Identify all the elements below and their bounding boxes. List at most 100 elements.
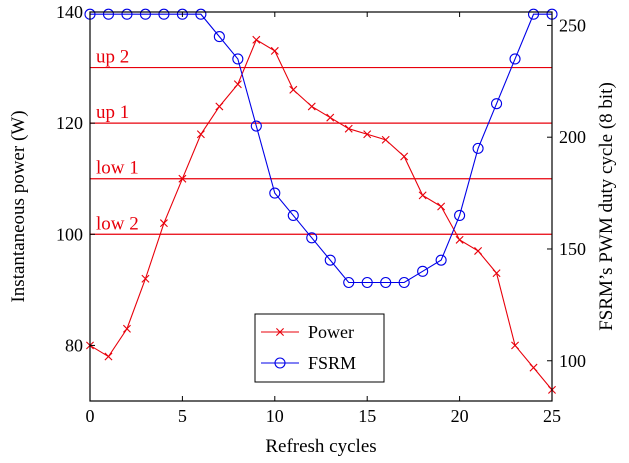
reference-label-low-1: low 1 [96,158,139,179]
x-axis-label: Refresh cycles [265,436,376,457]
data-point-power [196,130,205,139]
data-point-power [381,135,390,144]
marker-stroke [233,80,242,89]
data-point-fsrm [176,8,188,20]
x-tick-label: 15 [358,406,376,426]
data-point-power [307,102,316,111]
reference-label-up-2: up 2 [96,47,129,68]
data-point-power [344,124,353,133]
y-axis-left-label: Instantaneous power (W) [8,110,29,302]
legend-box [254,313,385,383]
data-point-power [418,191,427,200]
series-line-power [89,38,553,391]
data-point-power [252,35,261,44]
series-line-fsrm [90,13,552,284]
data-point-fsrm [435,254,447,266]
marker-stroke [511,341,520,350]
data-point-fsrm [527,8,540,20]
data-point-power [178,174,187,183]
marker-stroke [381,135,390,144]
y-left-tick-label: 100 [56,224,83,244]
data-point-power [363,130,372,139]
data-point-power [400,152,409,161]
marker-stroke [141,274,150,283]
data-point-power [326,113,335,122]
marker-stroke [104,352,113,361]
data-point-fsrm [417,265,429,277]
data-point-power [289,85,298,94]
reference-label-low-2: low 2 [96,213,139,234]
data-point-fsrm [398,276,410,289]
data-point-fsrm [454,209,466,221]
y-left-tick-label: 140 [56,2,83,22]
marker-stroke [252,35,261,44]
y-right-tick-label: 200 [559,127,586,147]
marker-stroke [307,102,316,111]
data-point-power [141,274,150,283]
data-point-fsrm [306,232,318,244]
x-tick-label: 0 [86,406,95,426]
legend-marker-power [276,328,284,336]
data-point-power [529,363,538,372]
data-point-power [215,102,224,111]
marker-stroke [196,130,205,139]
data-point-power [270,46,279,55]
reference-label-up-1: up 1 [96,102,129,123]
data-point-fsrm [195,8,207,20]
y-right-tick-label: 250 [559,15,586,35]
data-point-power [159,219,168,228]
x-tick-label: 10 [266,406,284,426]
data-point-fsrm [102,8,115,20]
marker-stroke [474,246,483,255]
data-point-fsrm [213,31,225,43]
data-point-fsrm [472,142,484,154]
marker-stroke [437,202,446,211]
data-point-power [492,269,501,278]
marker-stroke [215,102,224,111]
marker-stroke [455,235,464,244]
y-axis-right-label: FSRM’s PWM duty cycle (8 bit) [596,82,617,331]
reference-lines: up 2 up 1 low 1 low 2 [90,47,552,235]
data-point-power [511,341,520,350]
data-point-fsrm [361,276,373,289]
legend-label-power: Power [308,322,354,342]
x-tick-label: 20 [451,406,469,426]
legend: Power FSRM [254,313,385,383]
data-point-fsrm [287,209,299,221]
data-point-fsrm [121,8,133,20]
y-right-tick-label: 100 [559,351,586,371]
marker-stroke [400,152,409,161]
data-point-fsrm [509,53,521,65]
data-point-fsrm [491,98,503,110]
data-point-power [474,246,483,255]
marker-stroke [270,46,279,55]
data-point-power [437,202,446,211]
data-point-fsrm [324,254,336,266]
data-point-fsrm [139,8,151,20]
data-point-fsrm [380,276,392,289]
series-layer [84,8,558,394]
data-point-power [122,324,131,333]
data-point-power [455,235,464,244]
legend-marker-fsrm [274,357,286,369]
axis-ticks: 0 5 10 15 20 25 80 100 120 140 100 150 200 250 [56,2,586,426]
marker-stroke [529,363,538,372]
marker-stroke [276,328,284,336]
marker-stroke [178,174,187,183]
data-point-fsrm [158,8,170,20]
y-left-tick-label: 120 [56,113,83,133]
data-point-fsrm [269,187,281,199]
marker-stroke [122,324,131,333]
marker-stroke [289,85,298,94]
data-point-fsrm [250,120,262,132]
marker-stroke [344,124,353,133]
marker-stroke [326,113,335,122]
marker-stroke [492,269,501,278]
marker-stroke [418,191,427,200]
marker-stroke [363,130,372,139]
x-tick-label: 25 [543,406,561,426]
legend-label-fsrm: FSRM [308,353,356,373]
data-point-fsrm [232,53,244,65]
data-point-fsrm [343,276,355,289]
